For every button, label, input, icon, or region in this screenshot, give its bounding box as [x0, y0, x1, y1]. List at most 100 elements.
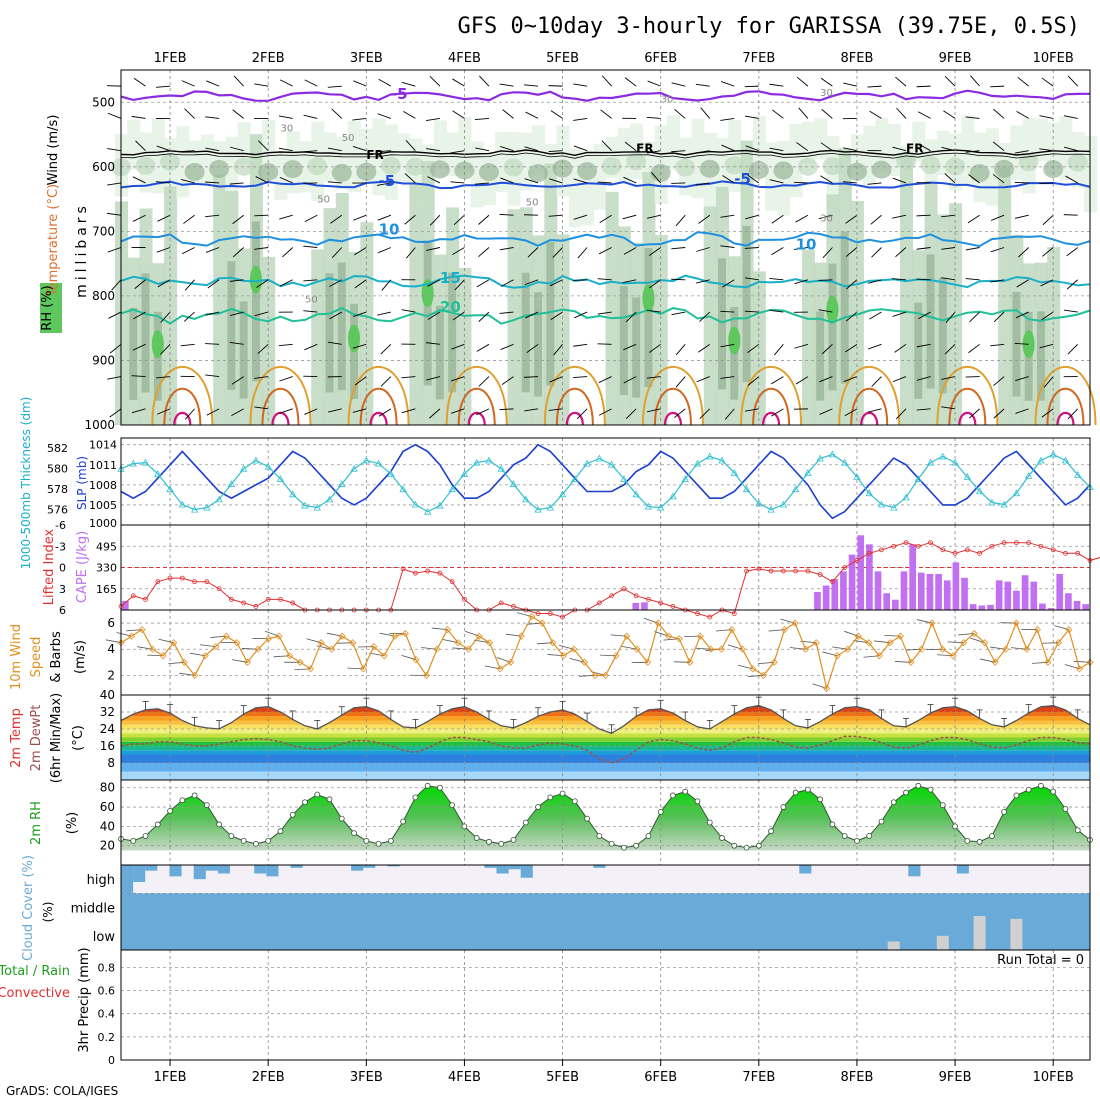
wind-barb [132, 214, 146, 222]
slp-line [120, 443, 1091, 520]
wind-barb [231, 408, 244, 417]
wind-speed-point [854, 632, 862, 640]
rh-point [731, 842, 738, 849]
rh-cell [752, 271, 766, 425]
li-point [805, 568, 811, 574]
rh-cell [568, 148, 582, 228]
wind-speed-point [517, 632, 525, 640]
rh-point [719, 835, 725, 841]
wind-barb [597, 278, 612, 281]
precip-tick-label: 0.6 [98, 985, 116, 998]
wind-barb [916, 278, 931, 281]
rh-legend-swatch [40, 283, 62, 333]
top-date-label: 7FEB [742, 51, 775, 66]
wind-barb [993, 376, 1005, 387]
wind-barb [599, 214, 612, 224]
cape-bar [822, 585, 830, 610]
wind-barb [205, 116, 220, 119]
wind-barb [990, 85, 1005, 88]
wind-barb [304, 408, 318, 415]
wind-speed-point [380, 652, 388, 660]
wind-barb [675, 214, 686, 227]
wind-speed-point [422, 671, 431, 679]
wind-speed-point [465, 645, 473, 653]
wind-barb [573, 279, 588, 281]
wind-barb [674, 408, 686, 419]
li-point [854, 558, 860, 563]
li-point [866, 550, 872, 556]
rh-cell [920, 156, 941, 175]
top-date-label: 6FEB [644, 51, 677, 66]
li-point [412, 570, 418, 576]
rh-tick-label: 40 [100, 819, 115, 833]
cloud-high-bar [266, 865, 279, 877]
wind-barb [992, 141, 1005, 152]
rh-cell [626, 152, 647, 171]
wind-speed-point [612, 652, 620, 660]
li-point [830, 579, 835, 585]
rh-cell [1043, 160, 1064, 179]
wind-barb [744, 310, 759, 313]
rh-point [608, 840, 615, 847]
cloud-high-bar [387, 865, 400, 867]
wind-barb [474, 117, 490, 120]
li-point [609, 593, 615, 599]
top-date-axis: 1FEB 2FEB 3FEB 4FEB 5FEB 6FEB 7FEB 8FEB 9FEB 10FE… [154, 51, 1074, 66]
isotherm-30 [261, 387, 300, 426]
wind-barb [107, 247, 122, 253]
wind-barb [429, 408, 441, 419]
wind-barb [573, 117, 588, 121]
rh-tick-label: 20 [100, 839, 115, 853]
rh-cell [789, 124, 803, 198]
y-tick-label: 900 [92, 353, 115, 367]
cape-bar [641, 602, 648, 610]
wind-barb [499, 311, 514, 314]
wind-speed-point [1012, 619, 1020, 627]
ylabel-cloud: Cloud Cover (%) [21, 855, 36, 961]
temp-color-band [121, 712, 1090, 717]
cloud-low-marker [973, 916, 986, 950]
rh-point [314, 791, 321, 798]
rh-cell [1036, 311, 1045, 401]
wind-barb [771, 214, 784, 224]
isotherm-25 [740, 366, 803, 426]
wind-barb [895, 247, 907, 258]
lifted-index-line [120, 542, 1100, 618]
rh-point [780, 804, 787, 810]
wind-speed-point [791, 619, 799, 627]
wind-barb [917, 111, 931, 119]
rh-cell [237, 122, 251, 165]
wind-barb [404, 214, 416, 225]
rh-cell [448, 272, 457, 393]
wind-barb [450, 150, 465, 154]
wind-barb [968, 408, 980, 419]
wind-speed-point [981, 639, 989, 647]
rh-cell [926, 254, 935, 389]
cape-bar [831, 579, 839, 610]
wind-barb [941, 146, 956, 152]
thickness-point [804, 468, 812, 476]
rh-cell [752, 116, 766, 163]
wind-barb [845, 343, 858, 353]
cape-bar [866, 544, 873, 610]
rh-cell [262, 119, 276, 178]
precip-tick-label: 0.8 [98, 961, 116, 974]
cape-bar [840, 571, 847, 610]
isotherm-label: -5 [391, 85, 408, 103]
wind-barb [352, 343, 367, 349]
li-point [192, 579, 197, 585]
rh-point [927, 786, 934, 793]
wind-barb [527, 247, 539, 258]
wind-barb [107, 212, 122, 216]
rh-point [1001, 808, 1008, 815]
isotherm-label: 10 [796, 235, 817, 253]
isotherm-line [120, 152, 1091, 159]
wind-barb [573, 145, 588, 152]
rh-cell [605, 191, 619, 425]
cloud-high-bar [520, 865, 533, 878]
wind-barb [329, 279, 343, 287]
wind-barb [990, 343, 1005, 347]
wind-barb [478, 311, 490, 322]
cape-bar [1047, 608, 1055, 610]
thickness-point [681, 475, 689, 482]
